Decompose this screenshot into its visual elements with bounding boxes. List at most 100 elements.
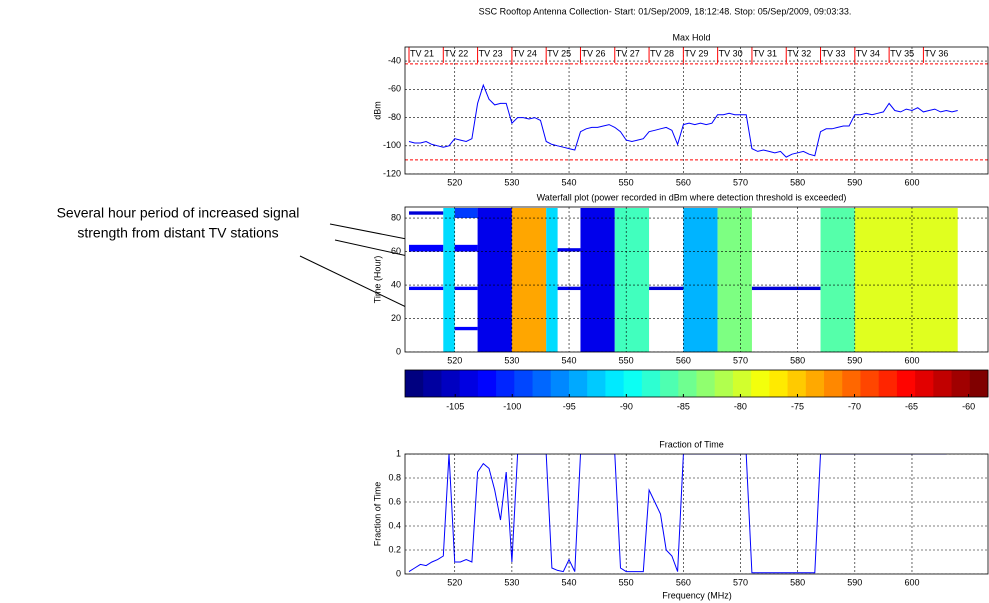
- channel-label: TV 33: [822, 48, 846, 58]
- channel-label: TV 22: [444, 48, 468, 58]
- y-tick-label: 0: [396, 568, 401, 578]
- x-tick-label: 550: [619, 177, 634, 187]
- heatmap-cell: [557, 248, 581, 252]
- colorbar-swatch: [842, 370, 861, 397]
- x-tick-label: 570: [733, 177, 748, 187]
- x-tick-label: 600: [904, 577, 919, 587]
- x-tick-label: 530: [504, 577, 519, 587]
- channel-label: TV 35: [890, 48, 914, 58]
- heatmap-cell: [454, 244, 478, 252]
- colorbar-swatch: [641, 370, 661, 397]
- heatmap-cell: [511, 208, 547, 352]
- x-axis-label: Frequency (MHz): [662, 590, 732, 600]
- annotation-line: strength from distant TV stations: [77, 225, 278, 241]
- y-axis-label: Fraction of Time: [372, 482, 382, 547]
- y-tick-label: 0: [396, 346, 401, 356]
- y-tick-label: 0.2: [388, 544, 401, 554]
- heatmap-cell: [717, 208, 752, 352]
- plot-background: [405, 454, 988, 574]
- axes-box: [404, 453, 989, 575]
- channel-label: TV 36: [924, 48, 948, 58]
- colorbar-swatch: [787, 370, 807, 397]
- x-tick-label: 590: [847, 177, 862, 187]
- plot-area: TV 21 TV 22 TV 23 TV 24 TV 25 TV 26 TV 27 TV 28…: [405, 47, 988, 174]
- colorbar-tick-label: -60: [962, 401, 975, 411]
- channel-label: TV 25: [547, 48, 571, 58]
- y-tick-label: 0.6: [388, 496, 401, 506]
- colorbar-swatch: [969, 370, 989, 397]
- colorbar-swatch: [933, 370, 953, 397]
- colorbar-tick-label: -90: [620, 401, 633, 411]
- x-tick-label: 520: [447, 355, 462, 365]
- heatmap-cell: [546, 208, 558, 352]
- data-line: [408, 83, 958, 158]
- heatmap-cell: [854, 208, 958, 352]
- colorbar-swatch: [732, 370, 752, 397]
- y-tick-label: 0.4: [388, 520, 401, 530]
- heatmap-cell: [477, 208, 512, 352]
- colorbar-swatch: [477, 370, 497, 397]
- plot-area: [405, 454, 988, 574]
- colorbar-tick-label: -65: [905, 401, 918, 411]
- channel-label: TV 27: [616, 48, 640, 58]
- colorbar-swatch: [459, 370, 479, 397]
- x-tick-label: 560: [676, 177, 691, 187]
- colorbar-tick-label: -70: [848, 401, 861, 411]
- colorbar-swatch: [623, 370, 643, 397]
- x-tick-label: 540: [562, 577, 577, 587]
- colorbar-swatch: [678, 370, 697, 397]
- colorbar-swatch: [951, 370, 971, 397]
- colorbar-swatch: [550, 370, 570, 397]
- colorbar-swatch: [405, 370, 424, 397]
- heatmap-cell: [751, 286, 821, 291]
- x-tick-label: 530: [504, 177, 519, 187]
- x-tick-label: 530: [504, 355, 519, 365]
- x-tick-label: 560: [676, 355, 691, 365]
- colorbar-tick-label: -75: [791, 401, 804, 411]
- heatmap-cell: [409, 286, 444, 291]
- x-tick-label: 590: [847, 355, 862, 365]
- heatmap-cell: [454, 326, 478, 331]
- heatmap-cell: [649, 286, 684, 291]
- heatmap-cell: [580, 208, 615, 352]
- y-tick-label: 80: [391, 212, 401, 222]
- y-tick-label: -100: [383, 140, 401, 150]
- channel-label: TV 32: [787, 48, 811, 58]
- channel-label: TV 31: [753, 48, 777, 58]
- channel-label: TV 21: [410, 48, 434, 58]
- y-tick-label: -40: [388, 55, 401, 65]
- y-tick-label: 20: [391, 313, 401, 323]
- heatmap-cell: [409, 244, 444, 252]
- x-tick-label: 590: [847, 577, 862, 587]
- channel-label: TV 24: [513, 48, 537, 58]
- colorbar-tick-label: -80: [734, 401, 747, 411]
- x-tick-label: 520: [447, 177, 462, 187]
- channel-label: TV 23: [479, 48, 503, 58]
- x-tick-label: 580: [790, 355, 805, 365]
- y-tick-label: -80: [388, 112, 401, 122]
- chart-title: Max Hold: [672, 32, 710, 42]
- y-tick-label: 40: [391, 279, 401, 289]
- heatmap-cell: [454, 208, 478, 219]
- y-tick-label: 60: [391, 246, 401, 256]
- x-tick-label: 570: [733, 355, 748, 365]
- colorbar-swatch: [605, 370, 625, 397]
- colorbar-box: [404, 369, 989, 398]
- x-tick-label: 540: [562, 355, 577, 365]
- colorbar-swatch: [587, 370, 606, 397]
- colorbar-swatch: [514, 370, 534, 397]
- x-tick-label: 600: [904, 177, 919, 187]
- colorbar-tick-label: -85: [677, 401, 690, 411]
- figure-title: SSC Rooftop Antenna Collection- Start: 0…: [479, 6, 852, 16]
- colorbar-swatch: [441, 370, 461, 397]
- x-tick-label: 520: [447, 577, 462, 587]
- channel-label: TV 29: [684, 48, 708, 58]
- colorbar-swatch: [769, 370, 789, 397]
- colorbar-swatch: [423, 370, 442, 397]
- x-tick-label: 560: [676, 577, 691, 587]
- data-line: [408, 454, 947, 574]
- channel-label: TV 30: [719, 48, 743, 58]
- colorbar-swatch: [805, 370, 825, 397]
- colorbar-swatch: [568, 370, 588, 397]
- x-tick-label: 600: [904, 355, 919, 365]
